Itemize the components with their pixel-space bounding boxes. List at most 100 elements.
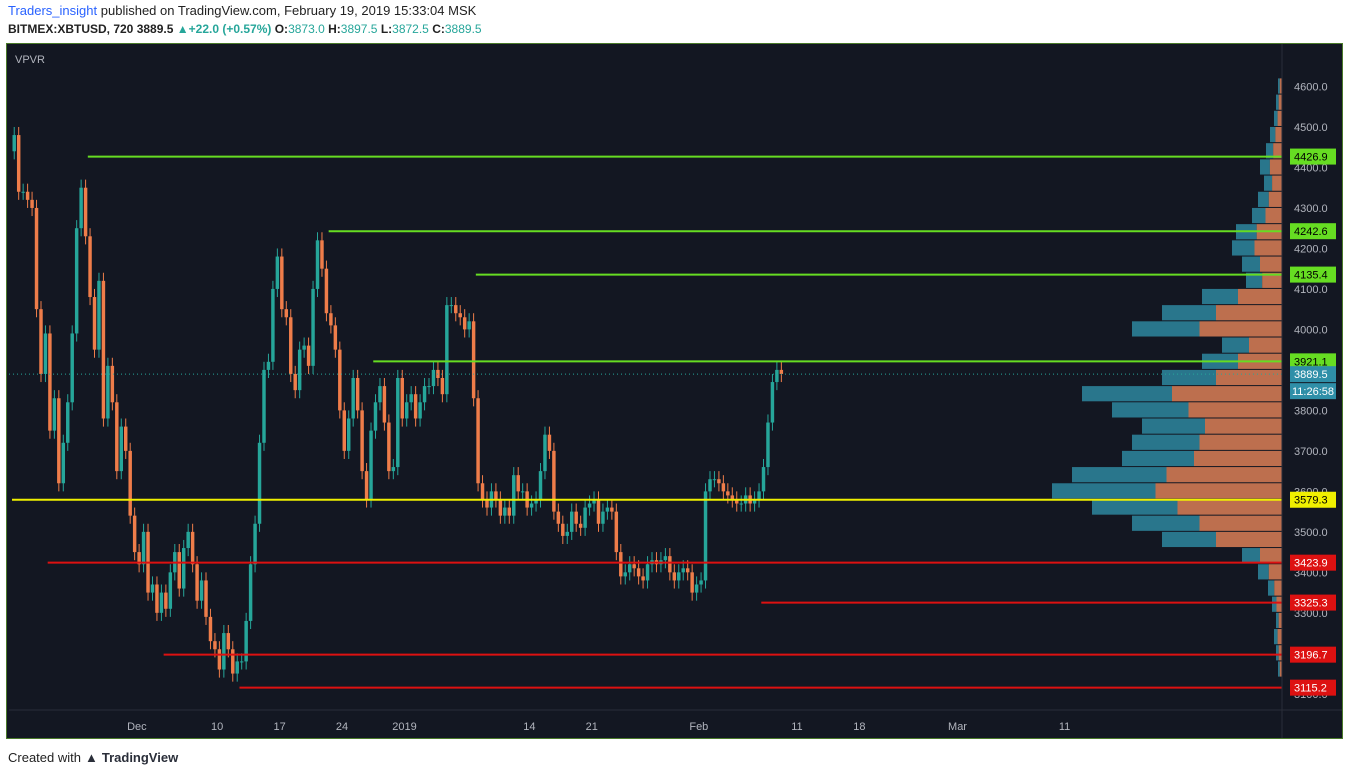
y-tick-label: 3800.0 xyxy=(1294,405,1328,417)
symbol-label[interactable]: BITMEX:XBTUSD, 720 xyxy=(8,22,134,36)
vp-bar-down xyxy=(1277,629,1282,645)
vp-bar-up xyxy=(1270,126,1276,143)
candle-body xyxy=(355,378,360,411)
candle-body xyxy=(605,507,610,512)
candle-body xyxy=(199,580,204,601)
candle-body xyxy=(66,402,70,443)
candle-body xyxy=(253,523,257,565)
candle-body xyxy=(119,426,123,472)
candle-body xyxy=(516,475,520,492)
candle-body xyxy=(507,507,512,516)
x-tick-label: Mar xyxy=(948,721,967,733)
candle-body xyxy=(427,386,431,388)
candle-body xyxy=(641,576,645,581)
vp-bar-up xyxy=(1162,305,1216,321)
candle-body xyxy=(271,288,275,362)
candle-body xyxy=(181,548,186,589)
candle-body xyxy=(213,641,217,650)
x-tick-label: 21 xyxy=(586,721,598,733)
vp-bar-down xyxy=(1166,467,1282,483)
candle-body xyxy=(70,333,74,403)
price-levels xyxy=(9,155,1282,689)
x-tick-label: Dec xyxy=(127,721,147,733)
candle-body xyxy=(315,240,320,289)
level-tag-label: 4426.9 xyxy=(1294,152,1328,164)
candle-body xyxy=(141,531,146,565)
candle-body xyxy=(471,321,476,399)
vp-bar-down xyxy=(1276,596,1282,612)
candle-body xyxy=(311,288,315,366)
price-axis[interactable]: 3100.03200.03300.03400.03500.03600.03700… xyxy=(1290,81,1336,701)
candle-body xyxy=(195,564,199,601)
candle-body xyxy=(324,268,329,314)
vp-bar-down xyxy=(1278,612,1282,629)
y-tick-label: 4300.0 xyxy=(1294,203,1328,215)
open-value: 3873.0 xyxy=(288,22,325,36)
candle-body xyxy=(721,483,726,492)
candle-body xyxy=(739,503,743,505)
candle-body xyxy=(503,507,507,516)
candle-body xyxy=(681,568,685,573)
candle-body xyxy=(552,450,556,512)
candle-body xyxy=(467,321,471,330)
vp-bar-down xyxy=(1194,450,1282,467)
y-tick-label: 3700.0 xyxy=(1294,446,1328,458)
candle-body xyxy=(39,309,43,374)
last-price: 3889.5 xyxy=(136,22,174,36)
candle-body xyxy=(614,511,619,553)
tradingview-logo-icon: ▲ xyxy=(84,750,98,765)
symbol-ohlc-bar: BITMEX:XBTUSD, 720 3889.5 ▲+22.0 (+0.57%… xyxy=(8,22,482,36)
vp-bar-up xyxy=(1222,337,1249,353)
vp-bar-up xyxy=(1268,580,1275,596)
high-label: H: xyxy=(328,22,341,36)
candle-body xyxy=(570,511,574,532)
y-tick-label: 3500.0 xyxy=(1294,527,1328,539)
candle-body xyxy=(645,564,650,581)
candle-body xyxy=(400,378,404,419)
close-label: C: xyxy=(432,22,445,36)
publisher-link[interactable]: Traders_insight xyxy=(8,3,98,18)
y-tick-label: 4600.0 xyxy=(1294,81,1328,93)
candle-body xyxy=(494,491,498,500)
level-tag xyxy=(1290,679,1336,696)
y-tick-label: 4500.0 xyxy=(1294,122,1328,134)
candle-body xyxy=(302,345,306,350)
candle-body xyxy=(592,499,596,504)
vp-bar-down xyxy=(1249,337,1282,353)
candle-body xyxy=(369,430,373,500)
vp-bar-down xyxy=(1172,386,1282,402)
vp-bar-down xyxy=(1216,531,1282,548)
candle-body xyxy=(587,503,592,508)
candle-body xyxy=(25,191,30,200)
candle-body xyxy=(21,191,25,193)
indicator-label: VPVR xyxy=(15,54,45,66)
vp-bar-up xyxy=(1258,191,1269,207)
candle-body xyxy=(30,199,34,208)
up-triangle-icon: ▲ xyxy=(176,22,189,36)
level-tag xyxy=(1290,646,1336,663)
y-tick-label: 4100.0 xyxy=(1294,284,1328,296)
level-tag-label: 3579.3 xyxy=(1294,495,1328,507)
candle-body xyxy=(561,523,565,536)
candle-body xyxy=(333,325,338,350)
candle-body xyxy=(222,633,226,670)
candle-body xyxy=(422,386,427,403)
chart-area[interactable]: 3100.03200.03300.03400.03500.03600.03700… xyxy=(6,43,1343,739)
candle-body xyxy=(726,491,730,496)
time-axis[interactable]: Dec 10 17 24 2019 14 21 Feb 11 18 Mar 11 xyxy=(9,44,1342,738)
candle-body xyxy=(556,511,561,524)
published-text: published on TradingView.com, February 1… xyxy=(100,3,477,18)
vp-bar-down xyxy=(1205,418,1282,434)
candle-body xyxy=(159,592,164,613)
level-tag xyxy=(1290,266,1336,283)
candle-body xyxy=(92,297,97,350)
price-chart[interactable]: 3100.03200.03300.03400.03500.03600.03700… xyxy=(7,44,1342,738)
vp-bar-down xyxy=(1265,207,1282,224)
candle-body xyxy=(226,633,231,650)
candle-body xyxy=(289,317,293,374)
candle-body xyxy=(57,398,61,484)
vp-bar-up xyxy=(1258,564,1269,580)
candle-body xyxy=(636,568,641,577)
candle-body xyxy=(61,442,66,484)
candle-body xyxy=(378,386,382,403)
